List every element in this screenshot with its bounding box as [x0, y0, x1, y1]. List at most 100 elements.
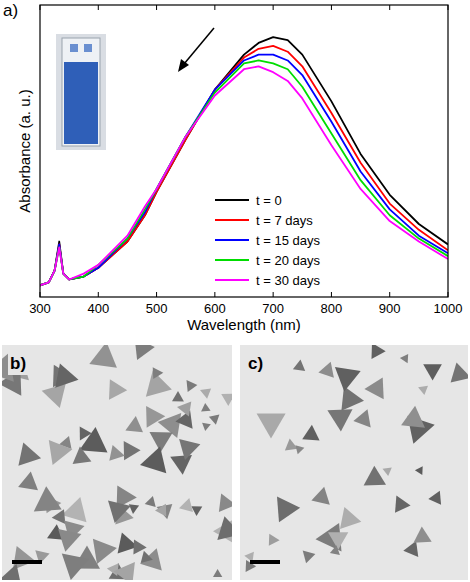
nanoprism: [257, 413, 286, 438]
nanoprism: [191, 506, 202, 516]
x-tick-top: [331, 5, 332, 10]
nanoprism: [129, 504, 139, 514]
tem-background: [2, 345, 232, 580]
nanoprism: [285, 439, 298, 451]
legend-label: t = 30 days: [256, 273, 320, 288]
inset-photo: [56, 34, 106, 150]
nanoprism: [109, 379, 127, 400]
nanoprism: [217, 516, 232, 540]
nanoprism: [155, 504, 166, 517]
nanoprism: [18, 472, 38, 491]
panel-label: a): [3, 1, 18, 20]
nanoprism: [49, 440, 73, 465]
figure: 3004005006007008009001000Wavelength (nm)…: [0, 0, 470, 582]
nanoprism: [140, 446, 166, 473]
legend-swatch: [215, 279, 249, 281]
nanoprism: [311, 487, 329, 505]
x-tick-top: [98, 5, 99, 10]
nanoprism: [295, 445, 304, 454]
nanoprism: [340, 507, 361, 529]
nanoprism: [213, 569, 222, 577]
x-tick-label: 300: [29, 301, 51, 316]
tem-image: [240, 345, 468, 580]
nanoprism: [179, 498, 193, 512]
spectrum-line: [40, 46, 448, 285]
nanoprism: [302, 425, 319, 441]
nanoprism: [383, 468, 392, 477]
nanoprism: [415, 466, 423, 475]
label-patch: [8, 351, 34, 375]
nanoprism: [269, 534, 280, 546]
nanoprism: [221, 394, 232, 406]
nanoprism: [79, 427, 107, 453]
nanoprism: [372, 345, 386, 359]
nanoprism: [219, 494, 232, 512]
x-tick-label: 900: [379, 301, 401, 316]
nanoprism: [150, 432, 173, 452]
x-tick-top: [273, 5, 274, 10]
x-tick: [214, 292, 215, 297]
y-axis-title: Absorbance (a. u.): [16, 89, 33, 212]
cuvette-cap: [70, 44, 78, 52]
scale-bar: [12, 560, 42, 564]
legend-swatch: [215, 199, 249, 201]
nanoprism: [62, 497, 87, 522]
x-tick-top: [214, 5, 215, 10]
nanoprism: [209, 415, 220, 425]
nanoprism: [124, 441, 141, 460]
nanoprism: [423, 364, 442, 380]
nanoprism: [318, 362, 334, 378]
nanoprism: [327, 409, 352, 431]
legend-swatch: [215, 259, 249, 261]
x-tick-label: 400: [87, 301, 109, 316]
nanoprism: [172, 391, 184, 401]
nanoprism: [170, 455, 192, 475]
x-axis-title: Wavelength (nm): [187, 316, 301, 333]
nanoprism: [200, 388, 211, 398]
nanoprism: [140, 548, 162, 570]
nanoprism: [108, 500, 131, 523]
label-patch: [246, 351, 272, 375]
nanoprism: [93, 539, 117, 564]
nanoprism: [418, 386, 428, 395]
nanoprism: [34, 486, 62, 511]
x-tick-label: 500: [146, 301, 168, 316]
nanoprism: [202, 423, 211, 431]
panel-label: b): [10, 354, 26, 373]
nanoprism: [141, 551, 153, 563]
nanoprism: [428, 491, 441, 505]
legend-label: t = 7 days: [256, 213, 313, 228]
spectrum-line: [40, 37, 448, 285]
x-tick-label: 700: [262, 301, 284, 316]
arrow-head: [178, 59, 189, 72]
nanoprism: [201, 403, 211, 412]
x-tick: [40, 292, 41, 297]
plot-frame: [40, 5, 448, 297]
nanoprism: [2, 564, 22, 580]
nanoprism: [179, 439, 200, 460]
nanoprism: [18, 443, 41, 466]
spectrum-line: [40, 55, 448, 286]
nanoprism: [177, 401, 191, 416]
x-tick: [389, 292, 390, 297]
tem-background: [240, 345, 468, 580]
nanoprism: [145, 496, 156, 507]
nanoprism: [335, 367, 361, 391]
series-group: [40, 37, 448, 285]
nanoprism: [58, 529, 81, 552]
nanoprism: [62, 554, 90, 580]
nanoprism: [89, 345, 117, 368]
nanoprism: [52, 509, 66, 524]
x-tick-top: [40, 5, 41, 10]
nanoprism: [400, 354, 408, 363]
scale-bar: [250, 560, 280, 564]
nanoprism: [401, 406, 425, 428]
nanoprism: [451, 362, 468, 382]
nanoprism: [364, 377, 383, 399]
spectrum-line: [40, 66, 448, 285]
nanoprism: [403, 541, 418, 557]
x-tick: [156, 292, 157, 297]
arrow: [184, 28, 214, 64]
legend-label: t = 20 days: [256, 253, 320, 268]
x-tick-label: 800: [321, 301, 343, 316]
